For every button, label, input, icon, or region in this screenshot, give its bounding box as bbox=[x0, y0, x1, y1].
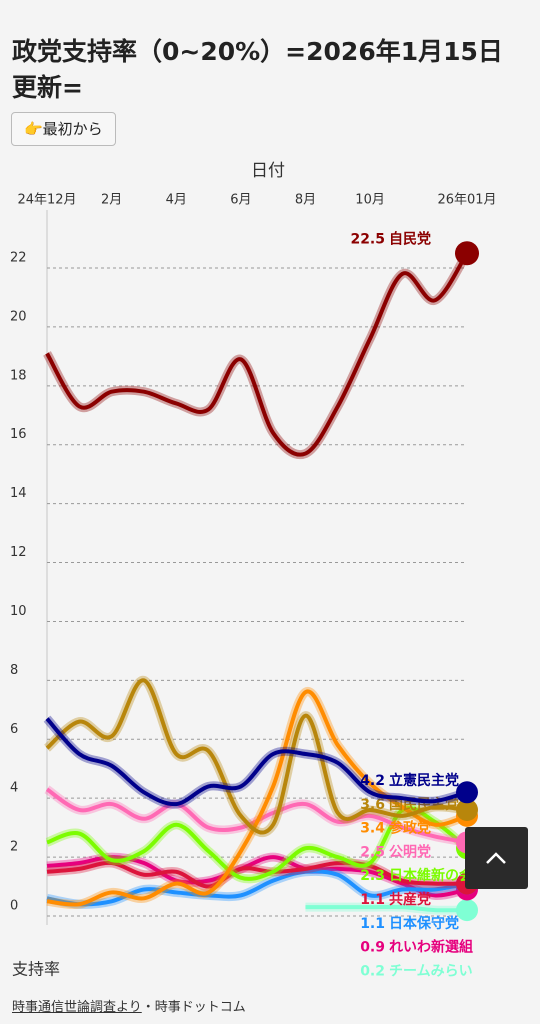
line-halo bbox=[43, 250, 471, 460]
series-label: 公明党 bbox=[389, 843, 431, 860]
y-tick-label: 22 bbox=[10, 251, 27, 266]
series-line bbox=[46, 869, 468, 907]
x-tick-label: 4月 bbox=[166, 193, 187, 208]
chevron-icon bbox=[486, 852, 506, 864]
value-label: 2.3 bbox=[360, 868, 385, 884]
source-link[interactable]: 時事通信世論調査より bbox=[12, 1000, 142, 1015]
value-label: 1.1 bbox=[360, 892, 385, 908]
series-label: 参政党 bbox=[389, 820, 431, 837]
series-label: チームみらい bbox=[389, 963, 473, 979]
series-line bbox=[46, 806, 469, 881]
y-tick-label: 10 bbox=[10, 604, 27, 619]
footer: 時事通信世論調査より・時事ドットコム bbox=[12, 996, 246, 1015]
y-tick-label: 8 bbox=[10, 663, 18, 678]
series-label: 日本保守党 bbox=[389, 915, 459, 932]
series-line bbox=[305, 904, 468, 913]
x-tick-label: 6月 bbox=[230, 193, 251, 208]
x-tick-label: 24年12月 bbox=[17, 193, 76, 208]
scroll-top-button[interactable] bbox=[465, 827, 528, 889]
y-axis-title: 支持率 bbox=[12, 960, 60, 979]
series-label: 日本維新の会 bbox=[389, 867, 474, 884]
restart-button[interactable]: 👉最初から bbox=[11, 112, 116, 146]
value-label: 4.2 bbox=[360, 773, 385, 789]
end-dot bbox=[456, 798, 478, 821]
site: ・時事ドットコム bbox=[141, 1000, 246, 1015]
series-line bbox=[46, 860, 468, 889]
y-tick-label: 14 bbox=[10, 486, 27, 501]
series-line bbox=[45, 252, 469, 457]
value-label: 3.4 bbox=[360, 821, 385, 837]
x-tick-label: 8月 bbox=[295, 193, 316, 208]
value-label: 2.5 bbox=[360, 844, 385, 860]
x-axis-title: 日付 bbox=[251, 161, 285, 181]
y-tick-label: 0 bbox=[10, 899, 18, 914]
y-tick-label: 2 bbox=[10, 840, 18, 855]
series-label: 自民党 bbox=[389, 230, 431, 247]
title: 政党支持率（0~20%）=2026年1月15日更新= bbox=[12, 37, 503, 102]
value-label: 0.2 bbox=[360, 963, 385, 979]
y-tick-label: 12 bbox=[10, 545, 27, 560]
y-tick-label: 20 bbox=[10, 309, 27, 324]
series-label: れいわ新選組 bbox=[389, 939, 473, 956]
series-line bbox=[45, 678, 468, 835]
line-halo bbox=[43, 715, 469, 809]
series-label: 共産党 bbox=[389, 891, 431, 908]
end-dot bbox=[455, 241, 479, 266]
y-tick-label: 16 bbox=[10, 427, 27, 442]
x-tick-label: 10月 bbox=[355, 193, 385, 208]
y-tick-label: 6 bbox=[10, 722, 18, 737]
series-line bbox=[45, 717, 468, 807]
value-label: 1.1 bbox=[360, 916, 385, 932]
end-dot bbox=[456, 899, 478, 922]
x-tick-label: 26年01月 bbox=[437, 193, 496, 208]
y-tick-label: 18 bbox=[10, 368, 27, 383]
x-tick-label: 2月 bbox=[101, 193, 122, 208]
end-dot bbox=[456, 781, 478, 804]
value-label: 22.5 bbox=[350, 231, 385, 247]
value-label: 3.6 bbox=[360, 797, 385, 813]
series-line bbox=[46, 689, 468, 907]
series-line bbox=[46, 855, 468, 898]
value-label: 0.9 bbox=[360, 940, 385, 956]
y-tick-label: 4 bbox=[10, 781, 18, 796]
series-label: 立憲民主党 bbox=[389, 772, 459, 789]
